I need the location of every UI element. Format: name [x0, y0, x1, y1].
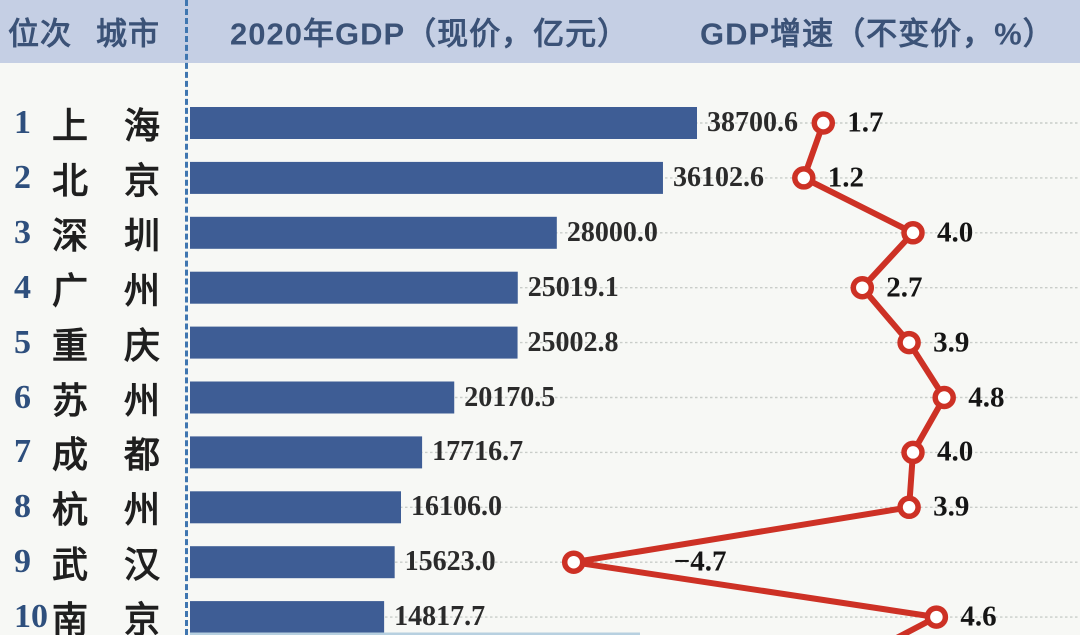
city-name: 南京: [52, 591, 160, 635]
gdp-value-label: 16106.0: [410, 491, 502, 523]
rank-number: 6: [14, 378, 31, 416]
gdp-bar: [190, 436, 423, 469]
gdp-bar: [190, 271, 518, 304]
growth-column-header: GDP增速（不变价，%）: [700, 16, 1055, 52]
rank-number: 4: [14, 268, 31, 306]
city-name: 杭州: [52, 481, 160, 533]
city-name-char: 杭: [52, 489, 89, 531]
city-name-char: 州: [123, 269, 160, 311]
growth-value-label: 4.0: [937, 216, 974, 249]
gdp-value-label: 36102.6: [672, 161, 764, 193]
growth-marker: [901, 440, 925, 465]
gdp-bar: [190, 326, 518, 359]
growth-marker: [897, 330, 921, 355]
gdp-value-label: 28000.0: [566, 216, 658, 248]
gdp-bar: [190, 216, 557, 249]
city-name-char: 州: [123, 379, 160, 421]
cutoff-next-bar: [190, 632, 640, 635]
growth-marker: [924, 605, 949, 629]
city-name-char: 圳: [123, 214, 160, 256]
growth-marker: [792, 166, 816, 190]
gdp-value-label: 14817.7: [394, 601, 486, 633]
city-name: 北京: [52, 152, 160, 204]
gdp-value-label: 17716.7: [432, 436, 524, 468]
city-name: 广州: [52, 262, 160, 314]
gdp-value-label: 15623.0: [404, 546, 496, 578]
city-name-char: 上: [52, 105, 89, 146]
city-name-char: 广: [52, 269, 89, 311]
gdp-bar: [190, 491, 401, 524]
rank-number: 1: [14, 104, 31, 141]
city-column-header: 城市: [96, 16, 160, 52]
gdp-value-label: 38700.6: [707, 107, 798, 138]
growth-marker: [850, 275, 875, 300]
city-name: 上海: [52, 97, 160, 149]
city-name-char: 庆: [123, 324, 160, 366]
gdp-value-label: 20170.5: [464, 381, 556, 413]
gdp-bar: [190, 601, 385, 634]
axis-divider-dashed-line: [185, 0, 188, 635]
rank-number: 7: [14, 433, 31, 471]
city-name-char: 海: [123, 105, 160, 146]
gdp-value-label: 25002.8: [527, 326, 619, 358]
growth-value-label: 1.7: [847, 106, 884, 139]
city-name: 重庆: [52, 317, 160, 369]
city-name-char: 汉: [123, 544, 160, 586]
table-header-band: [0, 0, 1080, 63]
growth-value-label: 4.6: [960, 600, 997, 633]
growth-marker: [897, 495, 921, 520]
city-name-char: 京: [123, 599, 160, 635]
rank-column-header: 位次: [8, 16, 72, 52]
growth-value-label: 2.7: [886, 271, 923, 304]
city-name-char: 成: [52, 434, 89, 476]
gdp-value-label: 25019.1: [527, 271, 619, 303]
gdp-bar: [190, 107, 697, 139]
gdp-bar: [190, 161, 663, 194]
growth-marker: [932, 385, 956, 410]
growth-value-label: 3.9: [933, 490, 970, 523]
city-name-char: 京: [123, 159, 160, 201]
city-name-char: 武: [52, 544, 89, 586]
city-name-char: 南: [52, 599, 89, 635]
rank-number: 2: [14, 158, 31, 196]
city-name-char: 北: [52, 159, 89, 201]
growth-marker: [561, 550, 586, 574]
growth-value-label: 3.9: [933, 326, 970, 359]
gdp-bar: [190, 381, 455, 414]
city-name-char: 都: [123, 434, 160, 476]
growth-value-label: 4.8: [968, 381, 1005, 413]
growth-line: [570, 121, 948, 635]
city-name-char: 重: [52, 324, 89, 366]
city-name: 深圳: [52, 207, 160, 259]
growth-value-label: 4.0: [937, 435, 974, 468]
city-name-char: 州: [123, 489, 160, 531]
gdp-bar: [190, 546, 395, 579]
growth-value-label: −4.7: [673, 545, 727, 578]
rank-number: 8: [14, 488, 31, 526]
rank-number: 9: [14, 543, 31, 581]
city-name-char: 深: [52, 214, 89, 256]
growth-marker: [901, 221, 925, 245]
growth-value-label: 1.2: [827, 161, 865, 194]
city-name-char: 苏: [52, 379, 89, 421]
city-name: 苏州: [52, 372, 160, 424]
city-name: 成都: [52, 426, 160, 478]
rank-number: 3: [14, 213, 31, 251]
growth-marker: [811, 111, 836, 135]
rank-number: 5: [14, 323, 31, 361]
rank-number: 10: [14, 598, 48, 635]
city-name: 武汉: [52, 536, 160, 588]
gdp-column-header: 2020年GDP（现价，亿元）: [230, 16, 630, 52]
